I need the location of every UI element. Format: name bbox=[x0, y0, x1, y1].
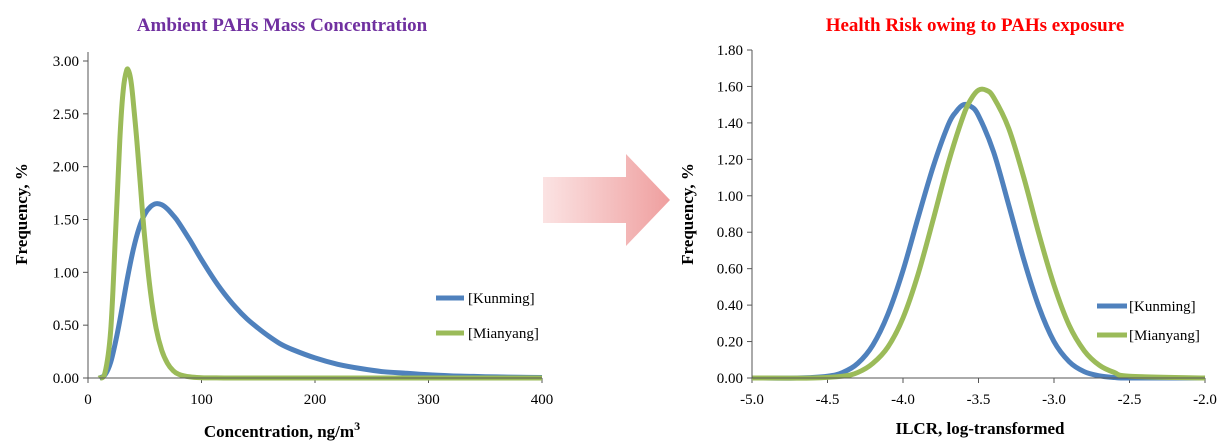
x-axis-title-superscript: 3 bbox=[354, 419, 360, 433]
y-tick-label: 3.00 bbox=[53, 54, 79, 70]
x-axis-title-main: Concentration, ng/m bbox=[204, 422, 354, 441]
x-tick-label: -5.0 bbox=[740, 392, 764, 408]
right-arrow-icon bbox=[543, 154, 670, 246]
y-tick-label: 0.50 bbox=[53, 318, 79, 334]
y-axis-title: Frequency, % bbox=[12, 163, 31, 265]
y-axis-title: Frequency, % bbox=[678, 163, 697, 265]
y-tick-label: 0.60 bbox=[717, 262, 743, 278]
legend: [Kunming] [Mianyang] bbox=[1097, 299, 1200, 344]
y-tick-label: 2.50 bbox=[53, 107, 79, 123]
series-lines bbox=[751, 86, 1206, 381]
y-tick-label: 1.20 bbox=[717, 152, 743, 168]
chart-title: Ambient PAHs Mass Concentration bbox=[137, 15, 428, 36]
x-tick-label: 400 bbox=[531, 392, 554, 408]
y-tick-label: 0.40 bbox=[717, 298, 743, 314]
x-tick-label: -3.0 bbox=[1042, 392, 1066, 408]
legend-label-kunming: [Kunming] bbox=[1129, 299, 1196, 315]
chart-concentration: Ambient PAHs Mass Concentration 0.00 0.50… bbox=[12, 15, 553, 441]
x-tick-labels: 0 100 200 300 400 bbox=[84, 378, 553, 408]
y-tick-label: 0.20 bbox=[717, 335, 743, 351]
y-tick-labels: 0.00 0.20 0.40 0.60 0.80 1.00 1.20 1.40 1.60 1.80 bbox=[717, 43, 752, 387]
y-tick-label: 1.80 bbox=[717, 43, 743, 59]
x-tick-label: -4.0 bbox=[891, 392, 915, 408]
x-tick-label: -3.5 bbox=[967, 392, 991, 408]
chart-title: Health Risk owing to PAHs exposure bbox=[826, 15, 1125, 36]
chart-health-risk: Health Risk owing to PAHs exposure 0.000… bbox=[678, 15, 1217, 438]
x-tick-label: -4.5 bbox=[816, 392, 840, 408]
y-tick-label: 0.00 bbox=[717, 371, 743, 387]
legend: [Kunming] [Mianyang] bbox=[436, 291, 539, 342]
y-tick-labels: 0.00 0.50 1.00 1.50 2.00 2.50 3.00 bbox=[53, 54, 88, 387]
x-axis-title: Concentration, ng/m3 bbox=[204, 419, 360, 441]
y-tick-label: 2.00 bbox=[53, 160, 79, 176]
x-tick-label: 100 bbox=[190, 392, 213, 408]
x-tick-label: 0 bbox=[84, 392, 92, 408]
x-tick-labels: -5.0 -4.5 -4.0 -3.5 -3.0 -2.5 -2.0 bbox=[740, 378, 1217, 408]
y-tick-label: 0.80 bbox=[717, 225, 743, 241]
y-tick-label: 1.50 bbox=[53, 213, 79, 229]
y-tick-label: 0.00 bbox=[53, 371, 79, 387]
y-tick-label: 1.00 bbox=[717, 189, 743, 205]
series-line-mianyang bbox=[751, 86, 1206, 381]
x-tick-label: -2.5 bbox=[1118, 392, 1142, 408]
y-tick-label: 1.40 bbox=[717, 116, 743, 132]
y-tick-label: 1.00 bbox=[53, 265, 79, 281]
x-tick-label: 200 bbox=[304, 392, 327, 408]
x-tick-label: -2.0 bbox=[1193, 392, 1217, 408]
legend-label-mianyang: [Mianyang] bbox=[468, 326, 539, 342]
y-tick-label: 1.60 bbox=[717, 79, 743, 95]
series-line-kunming bbox=[98, 201, 543, 381]
legend-label-kunming: [Kunming] bbox=[468, 291, 535, 307]
x-axis-title: ILCR, log-transformed bbox=[895, 419, 1065, 438]
legend-label-mianyang: [Mianyang] bbox=[1129, 328, 1200, 344]
x-tick-label: 300 bbox=[417, 392, 440, 408]
